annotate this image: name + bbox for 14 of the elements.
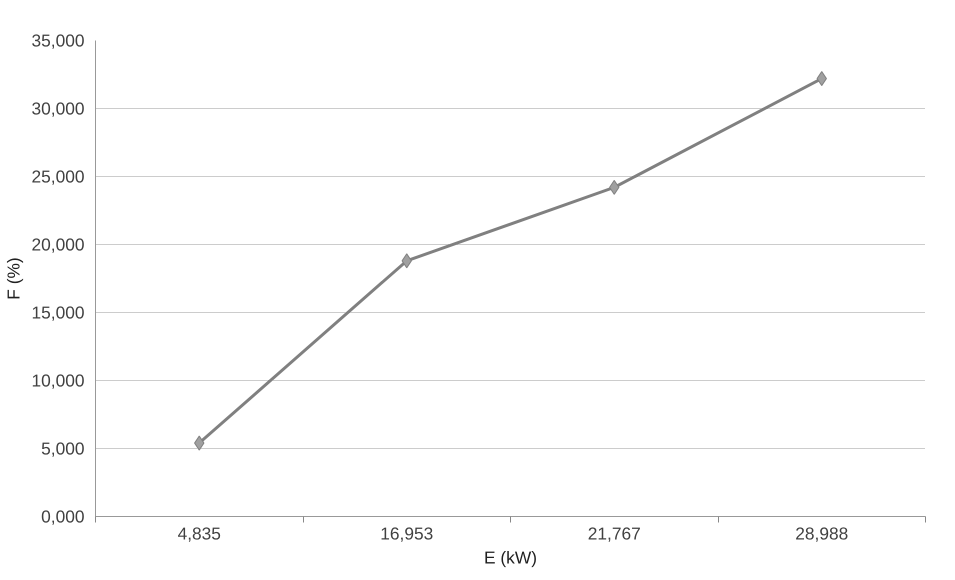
- y-tick-label: 35,000: [32, 30, 84, 50]
- x-tick-label: 4,835: [178, 524, 221, 544]
- y-tick-label: 10,000: [32, 370, 84, 390]
- x-tick-label: 28,988: [795, 524, 848, 544]
- y-tick-label: 0,000: [41, 506, 85, 526]
- y-tick-label: 25,000: [32, 166, 84, 186]
- y-tick-label: 15,000: [32, 302, 84, 322]
- y-tick-label: 5,000: [41, 438, 85, 458]
- y-tick-label: 20,000: [32, 234, 84, 254]
- x-tick-label: 21,767: [588, 524, 641, 544]
- x-axis-title: E (kW): [484, 548, 537, 568]
- y-axis-title: F (%): [4, 257, 24, 300]
- y-tick-label: 30,000: [32, 98, 84, 118]
- x-tick-label: 16,953: [380, 524, 434, 544]
